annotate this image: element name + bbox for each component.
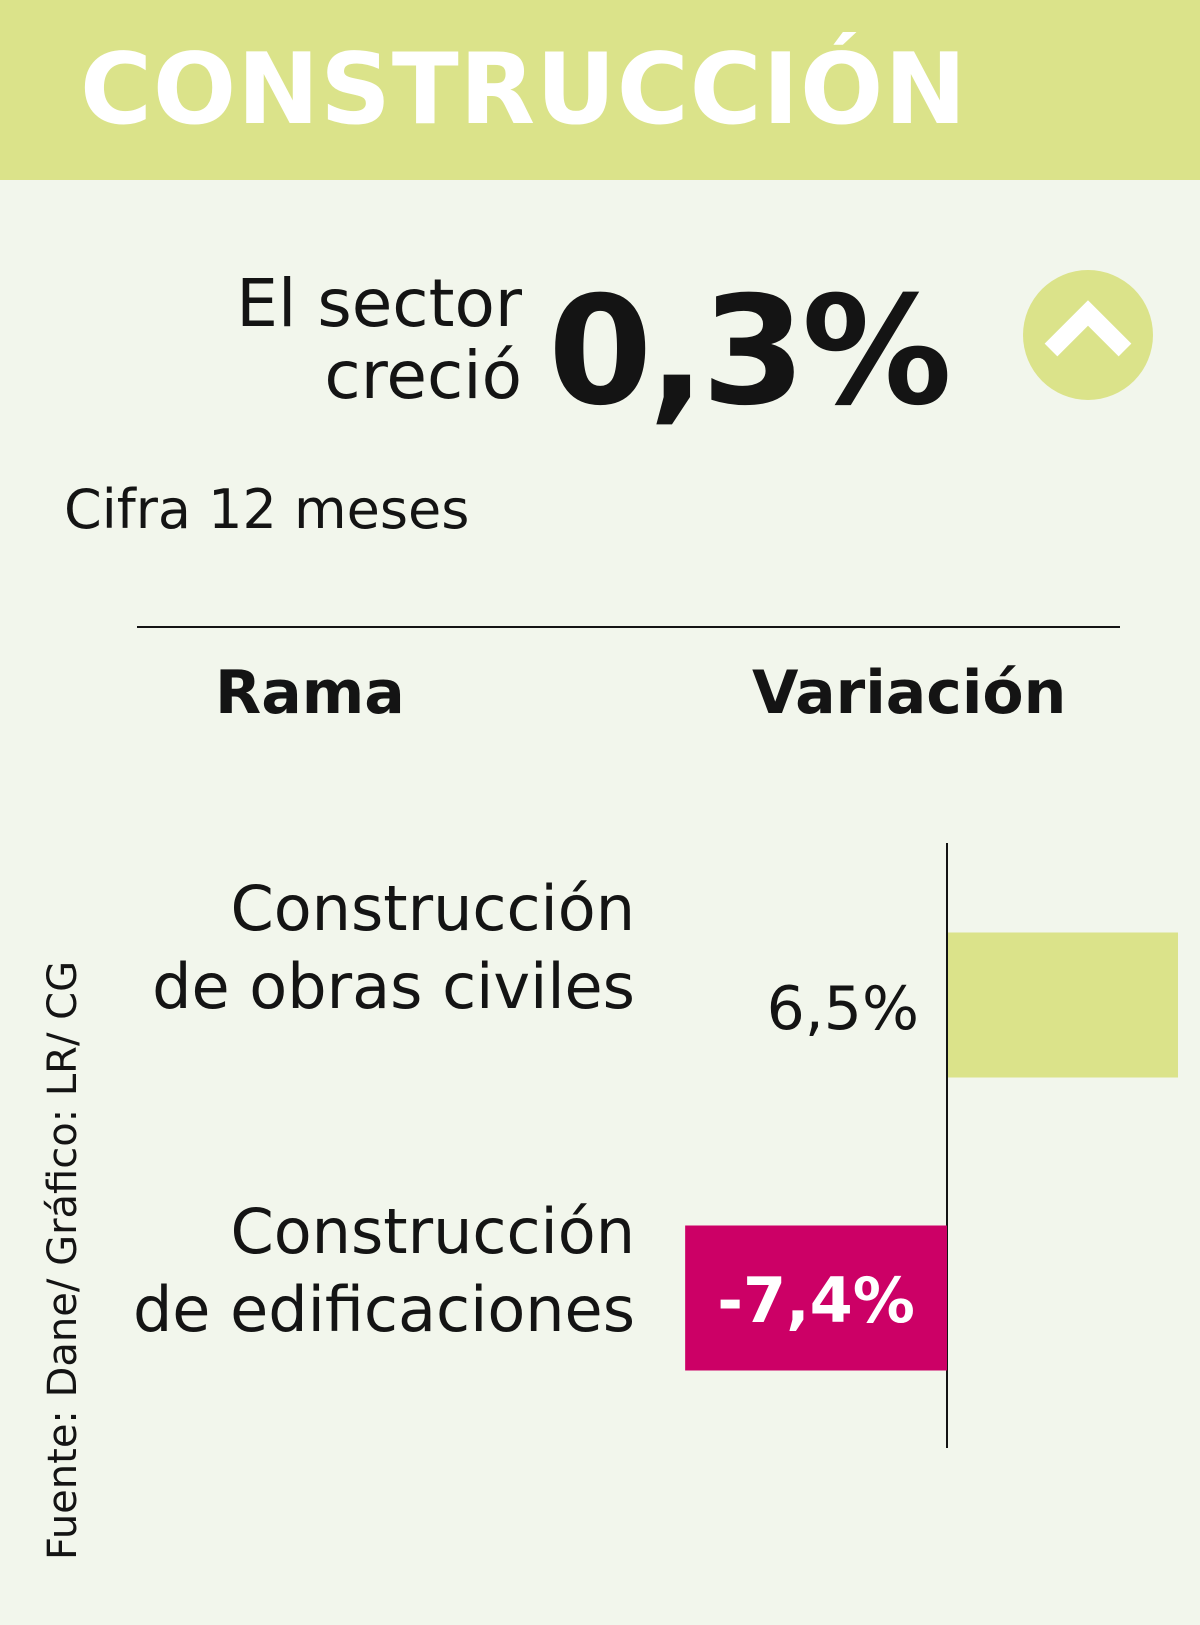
bar-1 xyxy=(685,1225,947,1371)
divider xyxy=(137,626,1120,628)
summary-value: 0,3% xyxy=(548,265,952,439)
summary-lead-line1: El sector xyxy=(236,265,522,342)
header-banner: CONSTRUCCIÓN xyxy=(0,0,1200,180)
source-credit: Fuente: Dane/ Gráfico: LR/ CG xyxy=(40,960,86,1560)
category-label-line: Construcción xyxy=(230,1195,635,1268)
column-header-variacion: Variación xyxy=(752,658,1067,728)
chevron-up-icon xyxy=(1044,300,1132,357)
category-label-obras-civiles: Construcción de obras civiles xyxy=(152,870,635,1026)
category-label-line: de obras civiles xyxy=(152,950,635,1023)
period-note: Cifra 12 meses xyxy=(64,478,470,541)
bar-group: 6,5% -7,4% xyxy=(685,932,1178,1371)
value-label-0: 6,5% xyxy=(767,974,919,1044)
summary-lead-line2: creció xyxy=(324,337,522,414)
summary-lead: El sector creció xyxy=(236,268,522,412)
trend-badge xyxy=(1023,270,1153,400)
category-label-line: Construcción xyxy=(230,872,635,945)
category-label-line: de edificaciones xyxy=(132,1273,635,1346)
column-header-rama: Rama xyxy=(215,658,405,728)
value-label-1: -7,4% xyxy=(717,1264,915,1337)
bar-0 xyxy=(948,932,1178,1078)
page-title: CONSTRUCCIÓN xyxy=(80,33,968,147)
category-label-edificaciones: Construcción de edificaciones xyxy=(133,1193,635,1349)
